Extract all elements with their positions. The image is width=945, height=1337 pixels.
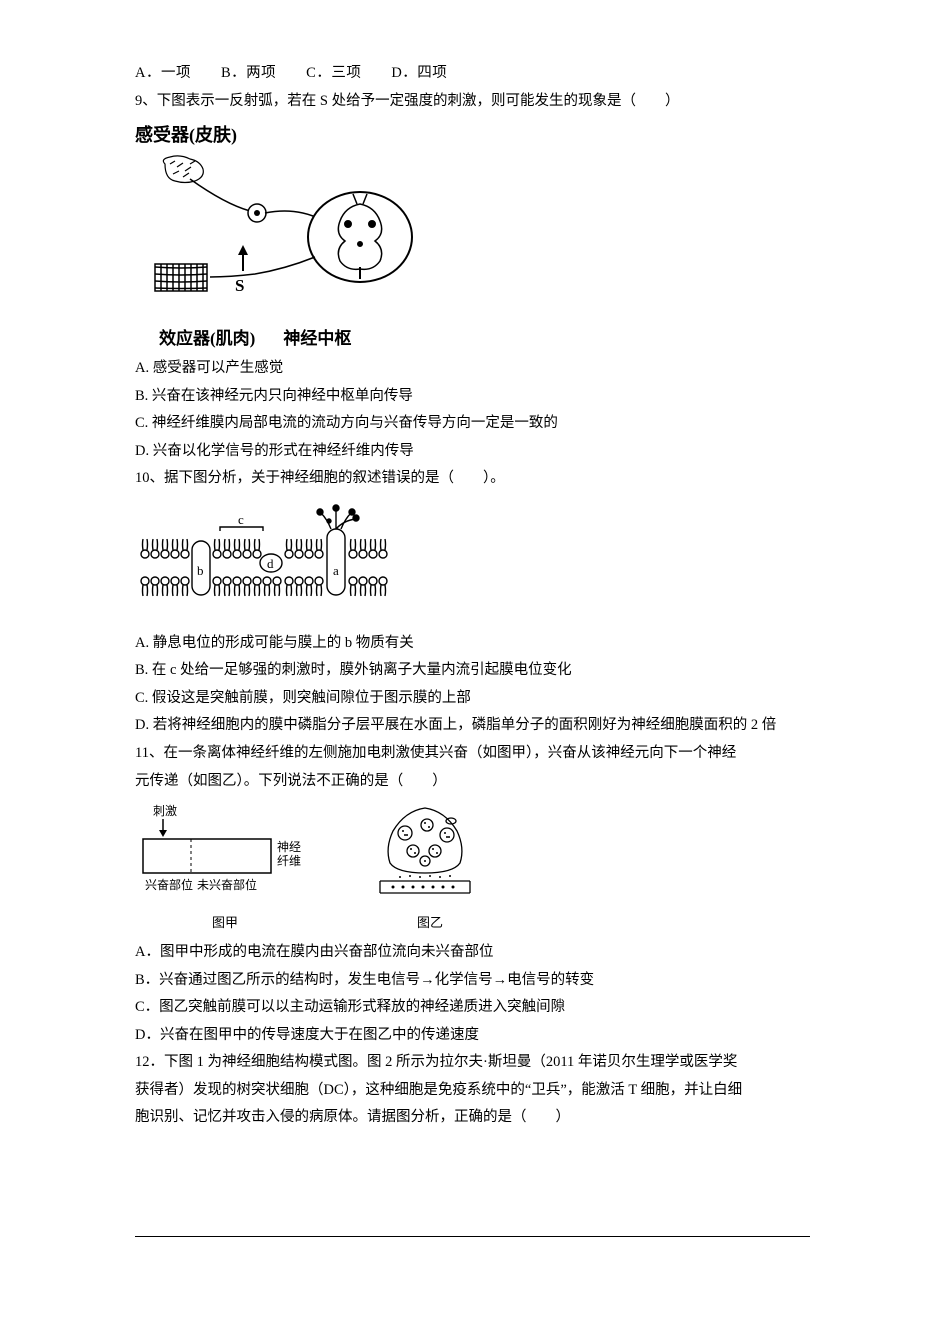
q12-line2: 获得者）发现的树突状细胞（DC），这种细胞是免疫系统中的“卫兵”，能激活 T 细… xyxy=(135,1077,810,1105)
svg-text:d: d xyxy=(267,556,274,571)
svg-text:兴奋部位: 兴奋部位 xyxy=(145,877,193,892)
q9-stem: 9、下图表示一反射弧，若在 S 处给予一定强度的刺激，则可能发生的现象是（ ） xyxy=(135,88,810,116)
q10-membrane-diagram: b c d a xyxy=(135,499,405,619)
footer-divider xyxy=(135,1236,810,1237)
q11-caption-jia: 图甲 xyxy=(135,912,315,931)
svg-text:未兴奋部位: 未兴奋部位 xyxy=(197,877,257,892)
svg-text:a: a xyxy=(333,563,339,578)
q9-figure: 感受器(皮肤) S xyxy=(135,121,810,349)
q11-figures: 刺激 神经 纤维 兴奋部位 未兴奋部位 图甲 xyxy=(135,803,810,931)
q11-stem-2: 元传递（如图乙）。下列说法不正确的是（ ） xyxy=(135,768,810,796)
svg-text:刺激: 刺激 xyxy=(153,804,177,818)
q9-fig-title: 感受器(皮肤) xyxy=(135,121,810,147)
q9-reflex-arc-diagram: S xyxy=(135,149,435,319)
q11-opt-d: D．兴奋在图甲中的传导速度大于在图乙中的传递速度 xyxy=(135,1022,810,1050)
svg-text:纤维: 纤维 xyxy=(277,854,301,868)
svg-text:c: c xyxy=(238,512,244,527)
q11-caption-yi: 图乙 xyxy=(355,912,505,931)
q10-opt-d: D. 若将神经细胞内的膜中磷脂分子层平展在水面上，磷脂单分子的面积刚好为神经细胞… xyxy=(135,712,810,740)
svg-text:b: b xyxy=(197,563,204,578)
q11-fig-yi: 图乙 xyxy=(355,803,505,931)
q11-fig-jia: 刺激 神经 纤维 兴奋部位 未兴奋部位 图甲 xyxy=(135,803,315,931)
q10-opt-c: C. 假设这是突触前膜，则突触间隙位于图示膜的上部 xyxy=(135,685,810,713)
q10-opt-b: B. 在 c 处给一足够强的刺激时，膜外钠离子大量内流引起膜电位变化 xyxy=(135,657,810,685)
q10-opt-a: A. 静息电位的形成可能与膜上的 b 物质有关 xyxy=(135,630,810,658)
q9-effector-label: 效应器(肌肉) xyxy=(159,324,255,349)
q10-figure: b c d a xyxy=(135,499,810,624)
q11-opt-b: B．兴奋通过图乙所示的结构时，发生电信号→化学信号→电信号的转变 xyxy=(135,967,810,995)
q10-stem: 10、据下图分析，关于神经细胞的叙述错误的是（ ）。 xyxy=(135,465,810,493)
q8-options: A．一项 B．两项 C．三项 D．四项 xyxy=(135,60,810,88)
q9-opt-c: C. 神经纤维膜内局部电流的流动方向与兴奋传导方向一定是一致的 xyxy=(135,410,810,438)
q9-s-label: S xyxy=(235,276,244,295)
q9-opt-b: B. 兴奋在该神经元内只向神经中枢单向传导 xyxy=(135,383,810,411)
q9-opt-a: A. 感受器可以产生感觉 xyxy=(135,355,810,383)
q11-opt-a: A．图甲中形成的电流在膜内由兴奋部位流向未兴奋部位 xyxy=(135,939,810,967)
q12-line3: 胞识别、记忆并攻击入侵的病原体。请据图分析，正确的是（ ） xyxy=(135,1104,810,1132)
q9-opt-d: D. 兴奋以化学信号的形式在神经纤维内传导 xyxy=(135,438,810,466)
q12-line1: 12．下图 1 为神经细胞结构模式图。图 2 所示为拉尔夫·斯坦曼（2011 年… xyxy=(135,1049,810,1077)
q11-stem-1: 11、在一条离体神经纤维的左侧施加电刺激使其兴奋（如图甲），兴奋从该神经元向下一… xyxy=(135,740,810,768)
q9-center-label: 神经中枢 xyxy=(283,324,351,349)
svg-text:神经: 神经 xyxy=(277,840,301,854)
q11-opt-c: C．图乙突触前膜可以以主动运输形式释放的神经递质进入突触间隙 xyxy=(135,994,810,1022)
